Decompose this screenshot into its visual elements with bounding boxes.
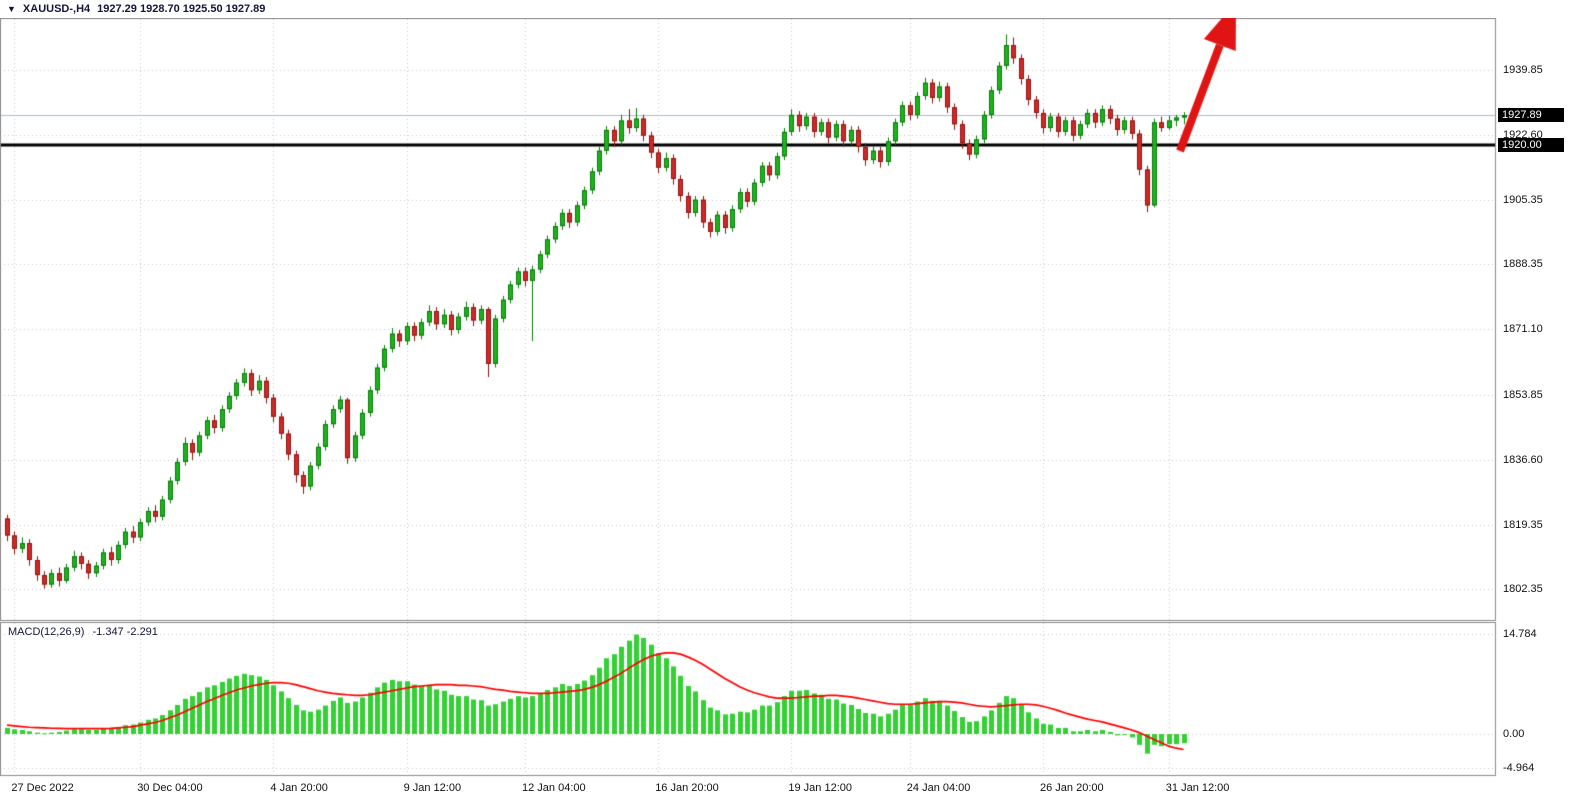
time-axis[interactable]: 27 Dec 2022 30 Dec 04:00 4 Jan 20:00 9 Jan … — [0, 780, 1496, 803]
macd-current-values: -1.347 -2.291 — [92, 626, 158, 638]
macd-tick-label: 0.00 — [1503, 728, 1525, 740]
hline-price-label: 1920.00 — [1498, 138, 1564, 152]
time-tick-label: 9 Jan 12:00 — [403, 782, 462, 794]
time-tick-label: 4 Jan 20:00 — [270, 782, 328, 794]
macd-tick-label: 14.784 — [1503, 628, 1537, 640]
time-tick-label: 24 Jan 04:00 — [906, 782, 971, 794]
price-axis[interactable]: 1927.89 1920.00 1939.85 1922.60 1905.35 188… — [1497, 0, 1571, 777]
macd-name: MACD(12,26,9) — [8, 626, 85, 638]
price-tick-label: 1853.85 — [1503, 388, 1543, 401]
macd-tick-label: -4.964 — [1503, 761, 1535, 774]
time-tick-label: 26 Jan 20:00 — [1040, 782, 1104, 794]
time-tick-label: 31 Jan 12:00 — [1165, 782, 1230, 794]
chart-titlebar: ▼ XAUUSD-,H4 1927.29 1928.70 1925.50 192… — [0, 0, 1571, 18]
time-tick-label: 19 Jan 12:00 — [788, 782, 853, 794]
window-menu-icon[interactable]: ▼ — [7, 3, 16, 14]
time-tick-label: 16 Jan 20:00 — [655, 782, 719, 794]
price-tick-label: 1888.35 — [1503, 258, 1543, 271]
symbol-timeframe-label: XAUUSD-,H4 — [22, 3, 91, 15]
price-tick-label: 1836.60 — [1503, 453, 1543, 466]
macd-indicator-label: MACD(12,26,9) -1.347 -2.291 — [8, 626, 163, 638]
price-tick-label: 1905.35 — [1503, 194, 1543, 207]
time-tick-label: 12 Jan 04:00 — [522, 782, 586, 794]
time-tick-label: 27 Dec 2022 — [11, 782, 74, 794]
bid-price-label: 1927.89 — [1498, 108, 1564, 123]
price-tick-label: 1819.35 — [1503, 518, 1543, 531]
price-tick-label: 1871.10 — [1503, 323, 1543, 336]
price-tick-label: 1939.85 — [1503, 64, 1543, 77]
ohlc-values-label: 1927.29 1928.70 1925.50 1927.89 — [97, 3, 266, 15]
price-tick-label: 1802.35 — [1503, 582, 1543, 595]
time-tick-label: 30 Dec 04:00 — [137, 782, 203, 794]
